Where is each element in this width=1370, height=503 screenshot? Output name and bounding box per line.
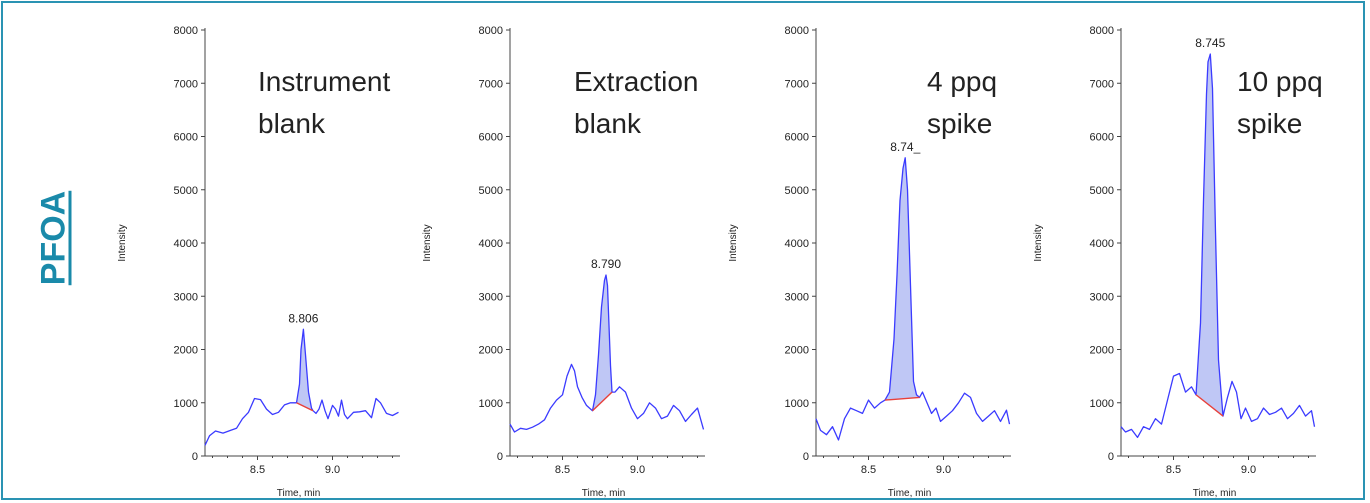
peak-retention-label: 8.790 (591, 257, 621, 271)
y-tick-label: 4000 (479, 238, 503, 250)
x-tick-label: 8.5 (861, 464, 876, 476)
y-tick-label: 1000 (1090, 398, 1114, 410)
chromatogram-trace (204, 328, 399, 446)
y-tick-label: 1000 (785, 398, 809, 410)
y-axis-label: Intensity (1033, 224, 1044, 261)
y-tick-label: 6000 (1090, 132, 1114, 144)
peak-retention-label: 8.806 (288, 311, 318, 325)
panel-annotation-line: Instrument (258, 66, 390, 97)
panel-annotation-line: spike (1237, 108, 1302, 139)
chart-panel-4: 0 1000 2000 3000 4000 5000 6000 7000 8000 8.5 9.0 T… (1033, 25, 1323, 499)
y-tick-label: 8000 (479, 25, 503, 37)
chromatogram-trace (1120, 53, 1316, 439)
y-tick-label: 7000 (785, 78, 809, 90)
y-tick-label: 5000 (174, 185, 198, 197)
x-tick-label: 9.0 (1241, 464, 1256, 476)
peak-baseline (884, 396, 920, 401)
y-tick-label: 8000 (174, 25, 198, 37)
panel-annotation-line: blank (258, 108, 326, 139)
y-tick-label: 6000 (785, 132, 809, 144)
x-axis-label: Time, min (277, 488, 321, 499)
y-tick-label: 3000 (174, 291, 198, 303)
x-tick-label: 8.5 (555, 464, 570, 476)
peak-area-fill (1196, 54, 1223, 417)
panel-annotation-line: 10 ppq (1237, 66, 1323, 97)
y-tick-label: 5000 (785, 185, 809, 197)
x-tick-label: 8.5 (1166, 464, 1181, 476)
peak-baseline (296, 402, 314, 412)
y-tick-label: 4000 (785, 238, 809, 250)
peak-baseline (1195, 394, 1224, 417)
y-tick-label: 2000 (174, 345, 198, 357)
panel-annotation-line: spike (927, 108, 992, 139)
y-tick-label: 5000 (1090, 185, 1114, 197)
y-axis-label: Intensity (117, 224, 128, 261)
y-tick-label: 2000 (1090, 345, 1114, 357)
chart-panel-1: 0 1000 2000 3000 4000 5000 6000 7000 8000 8.5 9.0 T… (117, 25, 400, 499)
x-tick-label: 9.0 (630, 464, 645, 476)
peak-retention-label: 8.745 (1195, 36, 1225, 50)
peak-area-fill (296, 329, 313, 411)
y-tick-label: 0 (192, 451, 198, 463)
x-tick-label: 9.0 (936, 464, 951, 476)
y-tick-label: 5000 (479, 185, 503, 197)
y-tick-label: 3000 (479, 291, 503, 303)
y-tick-label: 1000 (479, 398, 503, 410)
y-tick-label: 8000 (1090, 25, 1114, 37)
y-tick-label: 7000 (174, 78, 198, 90)
y-tick-label: 6000 (174, 132, 198, 144)
y-tick-label: 2000 (479, 345, 503, 357)
y-tick-label: 0 (1108, 451, 1114, 463)
chart-panel-2: 0 1000 2000 3000 4000 5000 6000 7000 8000 8.5 9.0 T… (422, 25, 705, 499)
chromatogram-trace (815, 157, 1011, 441)
y-tick-label: 0 (803, 451, 809, 463)
y-tick-label: 4000 (1090, 238, 1114, 250)
x-axis-label: Time, min (1193, 488, 1237, 499)
x-tick-label: 8.5 (250, 464, 265, 476)
y-axis-label: Intensity (422, 224, 433, 261)
y-tick-label: 1000 (174, 398, 198, 410)
chart-panel-3: 0 1000 2000 3000 4000 5000 6000 7000 8000 8.5 9.0 T… (728, 25, 1011, 499)
y-tick-label: 2000 (785, 345, 809, 357)
x-tick-label: 9.0 (325, 464, 340, 476)
y-axis-label: Intensity (728, 224, 739, 261)
y-tick-label: 7000 (1090, 78, 1114, 90)
panel-annotation-line: blank (574, 108, 642, 139)
x-axis-label: Time, min (888, 488, 932, 499)
peak-area-fill (885, 157, 920, 401)
y-tick-label: 7000 (479, 78, 503, 90)
y-tick-label: 3000 (785, 291, 809, 303)
y-tick-label: 3000 (1090, 291, 1114, 303)
chromatogram-trace (509, 274, 705, 433)
y-tick-label: 6000 (479, 132, 503, 144)
panel-annotation-line: 4 ppq (927, 66, 997, 97)
y-tick-label: 0 (497, 451, 503, 463)
y-tick-label: 8000 (785, 25, 809, 37)
x-axis-label: Time, min (582, 488, 626, 499)
y-tick-label: 4000 (174, 238, 198, 250)
panel-annotation-line: Extraction (574, 66, 699, 97)
peak-baseline (592, 391, 613, 412)
peak-retention-label: 8.74_ (890, 140, 920, 154)
